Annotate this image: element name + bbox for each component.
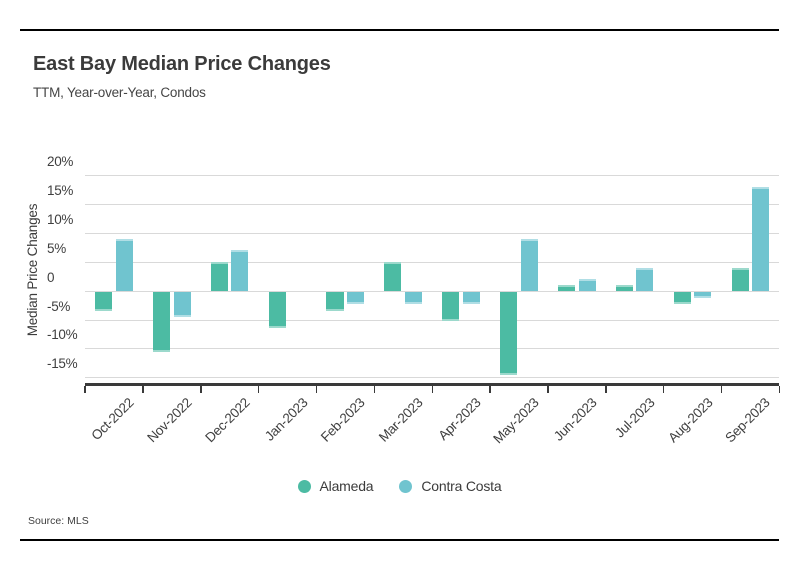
y-tick-label: 5% bbox=[47, 240, 66, 256]
chart-title: East Bay Median Price Changes bbox=[33, 53, 331, 75]
y-tick-label: 20% bbox=[47, 154, 74, 170]
y-tick-label: 15% bbox=[47, 183, 74, 199]
bar-end-cap bbox=[694, 295, 712, 298]
y-tick-label: -10% bbox=[47, 327, 78, 343]
x-tick bbox=[431, 386, 433, 393]
x-tick bbox=[142, 386, 144, 393]
legend-dot-alameda bbox=[297, 479, 311, 493]
bar-contra-costa-apr-2023 bbox=[462, 291, 480, 304]
bar-alameda-jan-2023 bbox=[268, 291, 286, 329]
y-tick-label: 10% bbox=[47, 212, 74, 227]
bar-alameda-oct-2022 bbox=[95, 291, 113, 312]
x-tick bbox=[778, 386, 781, 393]
bar-contra-costa-jul-2023 bbox=[636, 267, 654, 291]
chart-subtitle: TTM, Year-over-Year, Condos bbox=[33, 85, 206, 100]
x-tick bbox=[547, 386, 549, 393]
bar-contra-costa-may-2023 bbox=[520, 239, 538, 291]
bar-alameda-jun-2023 bbox=[557, 284, 576, 291]
bar-alameda-mar-2023 bbox=[384, 262, 402, 291]
bar-end-cap bbox=[210, 262, 228, 265]
bar-end-cap bbox=[673, 301, 691, 304]
bar-alameda-may-2023 bbox=[500, 291, 518, 375]
x-tick bbox=[489, 386, 491, 393]
bar-end-cap bbox=[752, 187, 770, 190]
bar-end-cap bbox=[462, 301, 480, 304]
gridline--5- bbox=[85, 319, 779, 321]
bar-end-cap bbox=[231, 250, 249, 253]
top-rule bbox=[20, 29, 779, 31]
legend-item-alameda: Alameda bbox=[297, 478, 374, 494]
bar-end-cap bbox=[347, 302, 365, 305]
bar-end-cap bbox=[615, 284, 633, 287]
bar-contra-costa-sep-2023 bbox=[752, 187, 770, 291]
gridline--15- bbox=[85, 377, 779, 379]
legend-label-alameda: Alameda bbox=[319, 478, 374, 494]
bar-end-cap bbox=[557, 284, 576, 287]
bar-contra-costa-mar-2023 bbox=[404, 291, 423, 305]
bar-end-cap bbox=[384, 262, 402, 265]
bar-end-cap bbox=[520, 239, 538, 242]
bar-end-cap bbox=[578, 278, 596, 281]
bar-alameda-dec-2022 bbox=[210, 262, 228, 291]
x-tick bbox=[605, 386, 607, 393]
x-tick bbox=[662, 386, 665, 393]
bar-alameda-feb-2023 bbox=[326, 291, 344, 311]
y-axis-title: Median Price Changes bbox=[25, 203, 40, 337]
bar-contra-costa-nov-2022 bbox=[173, 291, 191, 318]
legend-label-contra-costa: Contra Costa bbox=[421, 478, 502, 494]
bar-alameda-aug-2023 bbox=[673, 291, 691, 304]
bar-end-cap bbox=[404, 302, 423, 305]
bar-end-cap bbox=[326, 308, 344, 311]
gridline-0 bbox=[85, 290, 779, 292]
x-axis-line bbox=[85, 383, 779, 387]
x-tick bbox=[315, 386, 318, 393]
gridline-15- bbox=[85, 204, 779, 206]
y-tick-label: 0 bbox=[47, 269, 55, 285]
gridline-10- bbox=[85, 233, 779, 234]
plot-area bbox=[85, 165, 779, 383]
bar-end-cap bbox=[173, 315, 191, 318]
bar-alameda-nov-2022 bbox=[152, 291, 171, 352]
bar-end-cap bbox=[152, 349, 171, 352]
legend-item-contra-costa: Contra Costa bbox=[399, 478, 502, 494]
bar-alameda-apr-2023 bbox=[442, 291, 460, 322]
gridline-20- bbox=[85, 175, 779, 177]
bar-contra-costa-oct-2022 bbox=[115, 239, 133, 291]
bottom-rule bbox=[20, 539, 779, 541]
legend: Alameda Contra Costa bbox=[0, 478, 799, 494]
bar-contra-costa-aug-2023 bbox=[694, 291, 712, 298]
bar-end-cap bbox=[115, 239, 133, 242]
bar-contra-costa-dec-2022 bbox=[231, 250, 249, 291]
source-note: Source: MLS bbox=[28, 515, 89, 527]
bar-end-cap bbox=[636, 267, 654, 270]
x-tick bbox=[257, 386, 260, 393]
x-tick bbox=[84, 386, 86, 393]
legend-dot-contra-costa bbox=[399, 479, 413, 493]
bar-end-cap bbox=[442, 319, 460, 322]
x-tick bbox=[373, 386, 376, 393]
bar-alameda-sep-2023 bbox=[731, 268, 749, 291]
y-tick-label: -5% bbox=[47, 298, 71, 314]
x-tick bbox=[200, 386, 202, 393]
x-tick bbox=[720, 386, 723, 393]
bar-end-cap bbox=[95, 309, 113, 312]
bar-contra-costa-feb-2023 bbox=[347, 291, 365, 305]
bar-end-cap bbox=[731, 268, 749, 271]
gridline--10- bbox=[85, 348, 779, 350]
bar-end-cap bbox=[268, 326, 286, 329]
gridline-5- bbox=[85, 261, 779, 263]
bar-end-cap bbox=[500, 372, 518, 375]
bar-alameda-jul-2023 bbox=[615, 284, 633, 291]
y-tick-label: -15% bbox=[47, 356, 78, 372]
bar-contra-costa-jun-2023 bbox=[578, 278, 596, 291]
